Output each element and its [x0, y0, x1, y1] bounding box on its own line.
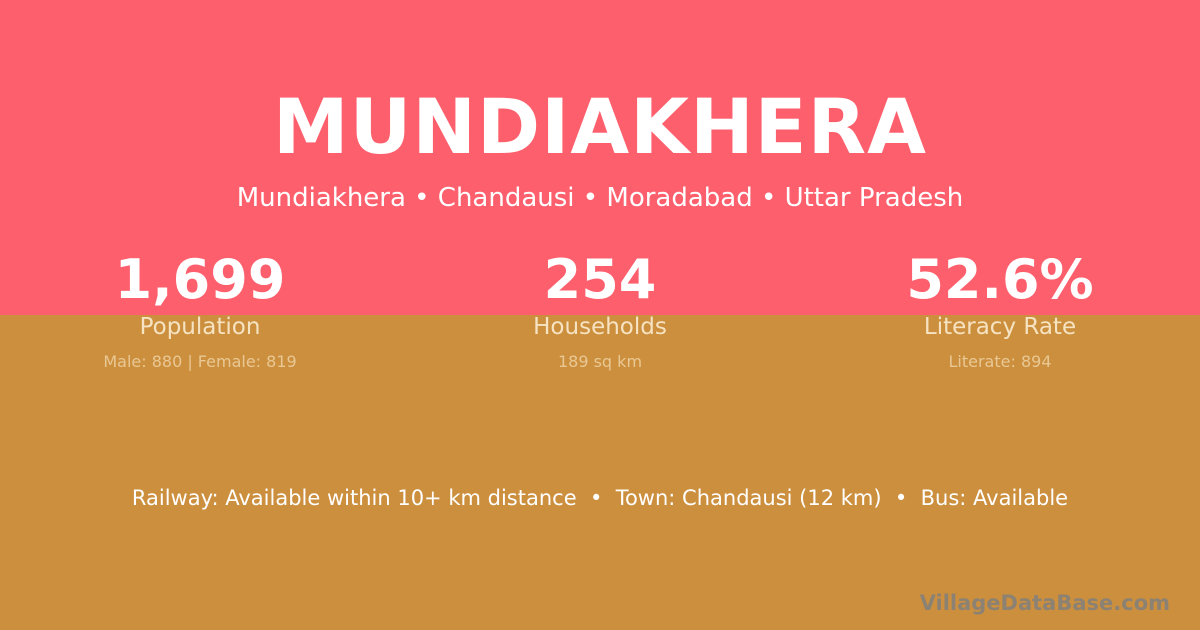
watermark-logo: VillageDataBase.com [919, 591, 1170, 615]
stat-sub: Literate: 894 [948, 352, 1052, 371]
stat-value: 254 [543, 248, 657, 311]
footer-band [0, 315, 1200, 630]
connectivity-info: Railway: Available within 10+ km distanc… [131, 486, 1069, 510]
stat-literacy: 52.6% Literacy Rate Literate: 894 [800, 248, 1200, 371]
stat-value: 1,699 [114, 248, 286, 311]
location-breadcrumb: Mundiakhera • Chandausi • Moradabad • Ut… [236, 183, 964, 213]
stat-sub: 189 sq km [557, 352, 643, 371]
stat-sub: Male: 880 | Female: 819 [103, 352, 297, 371]
stat-label: Population [139, 314, 261, 340]
stat-value: 52.6% [906, 248, 1094, 311]
village-title: MUNDIAKHERA [273, 82, 927, 171]
header-band [0, 0, 1200, 315]
stat-label: Households [533, 314, 667, 340]
stat-households: 254 Households 189 sq km [400, 248, 800, 371]
stat-population: 1,699 Population Male: 880 | Female: 819 [0, 248, 400, 371]
stat-label: Literacy Rate [923, 314, 1077, 340]
